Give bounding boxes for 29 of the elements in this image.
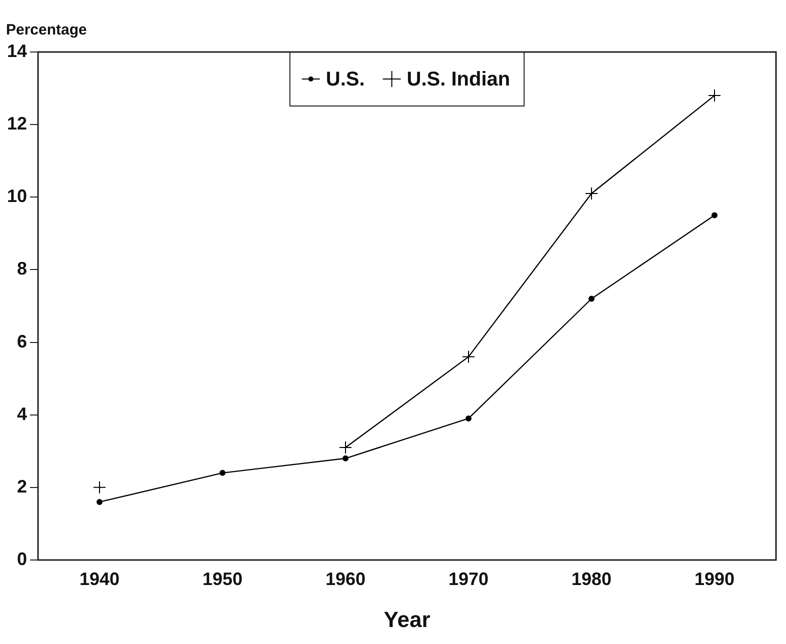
- x-tick-label: 1950: [202, 568, 243, 589]
- y-tick-label: 8: [17, 258, 28, 279]
- y-tick-label: 14: [6, 40, 28, 61]
- point: [220, 470, 226, 476]
- y-axis-title: Percentage: [6, 22, 87, 39]
- legend-label: U.S. Indian: [406, 68, 510, 91]
- point: [96, 498, 103, 505]
- y-tick-label: 10: [6, 186, 28, 206]
- legend-label: U.S.: [326, 68, 365, 91]
- y-tick-label: 4: [17, 404, 28, 424]
- y-tick-label: 0: [17, 548, 28, 569]
- x-axis-title: Year: [384, 606, 431, 632]
- x-tick-label: 1940: [79, 568, 120, 589]
- x-tick-label: 1960: [325, 568, 366, 589]
- x-tick-label: 1970: [448, 568, 489, 589]
- y-tick-label: 2: [17, 476, 28, 496]
- x-tick-label: 1990: [694, 568, 735, 589]
- point: [712, 212, 718, 218]
- y-tick-label: 6: [17, 331, 28, 352]
- point: [93, 480, 106, 494]
- point: [462, 350, 476, 364]
- x-tick-label: 1980: [571, 568, 612, 589]
- point: [588, 296, 595, 302]
- point: [708, 89, 721, 102]
- point: [466, 415, 472, 422]
- point: [342, 455, 349, 462]
- y-tick-label: 12: [6, 114, 28, 134]
- point: [585, 187, 598, 200]
- point: [339, 441, 352, 454]
